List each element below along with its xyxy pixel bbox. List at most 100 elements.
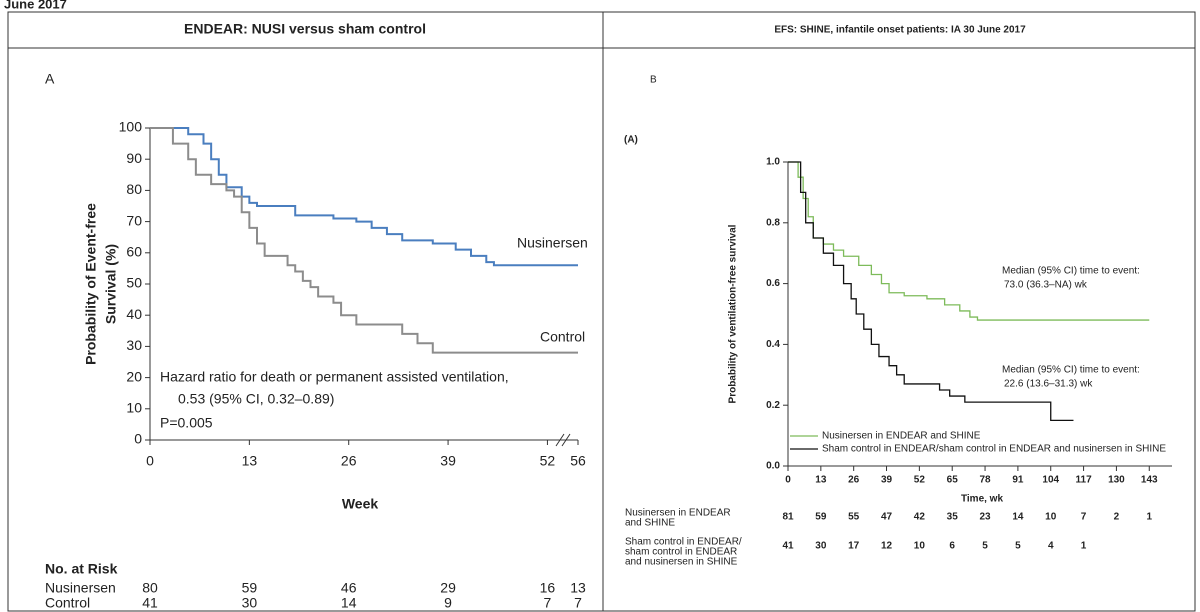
at-risk-count: 42 (914, 512, 926, 523)
at-risk-count: 23 (979, 512, 991, 523)
x-tick-label: 143 (1141, 475, 1158, 486)
y-tick-label: 80 (126, 181, 142, 197)
at-risk-count: 7 (544, 595, 552, 611)
at-risk-count: 9 (444, 595, 452, 611)
series-label: Nusinersen (517, 235, 588, 251)
x-tick-label: 13 (815, 475, 827, 486)
at-risk-count: 7 (574, 595, 582, 611)
at-risk-name: Nusinersen (45, 580, 116, 596)
survival-curve (788, 161, 1150, 321)
x-tick-label: 104 (1042, 475, 1059, 486)
x-axis-label: Time, wk (961, 494, 1003, 505)
at-risk-count: 35 (947, 512, 959, 523)
y-tick-label: 60 (126, 244, 142, 260)
x-tick-label: 117 (1076, 475, 1093, 486)
header: June 2017 (4, 0, 67, 11)
x-tick-label: 26 (341, 453, 357, 469)
at-risk-count: 1 (1081, 541, 1087, 552)
y-tick-label: 0.2 (766, 400, 780, 411)
x-tick-label: 65 (947, 475, 959, 486)
x-tick-label: 52 (540, 453, 556, 469)
y-tick-label: 0 (134, 431, 142, 447)
chart-b: EFS: SHINE, infantile onset patients: IA… (624, 25, 1172, 568)
y-tick-label: 70 (126, 212, 142, 228)
at-risk-name: Control (45, 595, 90, 611)
at-risk-count: 29 (440, 580, 456, 596)
at-risk-name: Sham control in ENDEAR/ (625, 537, 742, 548)
at-risk-count: 59 (242, 580, 258, 596)
y-tick-label: 20 (126, 368, 142, 384)
legend-label: Nusinersen in ENDEAR and SHINE (822, 431, 981, 442)
y-tick-label: 0.0 (766, 461, 780, 472)
panel-border (602, 11, 1196, 612)
at-risk-count: 17 (848, 541, 860, 552)
y-tick-label: 0.6 (766, 278, 780, 289)
y-tick-label: 0.4 (766, 339, 780, 350)
x-tick-label: 0 (785, 475, 791, 486)
at-risk-count: 80 (142, 580, 158, 596)
at-risk-name: and SHINE (625, 518, 675, 529)
at-risk-count: 10 (1045, 512, 1057, 523)
panel-label: B (650, 75, 657, 86)
legend-label: Sham control in ENDEAR/sham control in E… (822, 444, 1166, 455)
subpanel-label: (A) (624, 135, 638, 146)
at-risk-count: 46 (341, 580, 357, 596)
chart-a: ENDEAR: NUSI versus sham control A 0 10 20 30… (45, 21, 588, 611)
annotation: 73.0 (36.3–NA) wk (1004, 280, 1088, 291)
at-risk-count: 14 (1012, 512, 1024, 523)
y-tick-label: 1.0 (766, 157, 780, 168)
at-risk-count: 12 (881, 541, 893, 552)
at-risk-count: 5 (1015, 541, 1021, 552)
annotation: Median (95% CI) time to event: (1002, 365, 1140, 376)
at-risk-count: 13 (570, 580, 586, 596)
x-tick-label: 39 (440, 453, 456, 469)
at-risk-count: 14 (341, 595, 357, 611)
series-label: Control (540, 329, 585, 345)
at-risk-title: No. at Risk (45, 561, 118, 577)
x-tick-label: 130 (1108, 475, 1125, 486)
at-risk-count: 1 (1146, 512, 1152, 523)
annotation: Hazard ratio for death or permanent assi… (160, 369, 509, 385)
at-risk-count: 2 (1114, 512, 1120, 523)
chart-title: ENDEAR: NUSI versus sham control (184, 21, 426, 37)
at-risk-name: and nusinersen in SHINE (625, 557, 738, 568)
y-tick-label: 50 (126, 275, 142, 291)
axis-break (555, 433, 571, 447)
y-tick-label: 40 (126, 306, 142, 322)
at-risk-count: 4 (1048, 541, 1054, 552)
x-tick-label: 78 (979, 475, 991, 486)
annotation: Median (95% CI) time to event: (1002, 266, 1140, 277)
at-risk-count: 30 (815, 541, 827, 552)
x-tick-label: 56 (570, 453, 586, 469)
at-risk-count: 5 (982, 541, 988, 552)
at-risk-count: 6 (949, 541, 955, 552)
at-risk-count: 81 (782, 512, 794, 523)
at-risk-name: Nusinersen in ENDEAR (625, 508, 731, 519)
y-tick-label: 30 (126, 337, 142, 353)
survival-curve (150, 127, 578, 267)
at-risk-count: 41 (142, 595, 158, 611)
annotation: P=0.005 (160, 415, 213, 431)
y-axis-label: Probability of ventilation-free survival (728, 224, 739, 403)
at-risk-count: 30 (242, 595, 258, 611)
at-risk-count: 55 (848, 512, 860, 523)
at-risk-count: 41 (782, 541, 794, 552)
annotation: 0.53 (95% CI, 0.32–0.89) (178, 391, 334, 407)
survival-curve (150, 127, 578, 354)
chart-title: EFS: SHINE, infantile onset patients: IA… (774, 25, 1026, 36)
y-axis-label: Probability of Event-free (83, 203, 99, 365)
y-tick-label: 90 (126, 150, 142, 166)
y-tick-label: 10 (126, 400, 142, 416)
at-risk-count: 16 (540, 580, 556, 596)
y-tick-label: 0.8 (766, 217, 780, 228)
annotation: 22.6 (13.6–31.3) wk (1004, 379, 1093, 390)
x-tick-label: 13 (242, 453, 258, 469)
at-risk-name: sham control in ENDEAR (625, 547, 737, 558)
y-axis-label: Survival (%) (103, 244, 119, 324)
at-risk-count: 59 (815, 512, 827, 523)
at-risk-count: 10 (914, 541, 926, 552)
panel-label: A (45, 71, 55, 87)
at-risk-count: 47 (881, 512, 893, 523)
